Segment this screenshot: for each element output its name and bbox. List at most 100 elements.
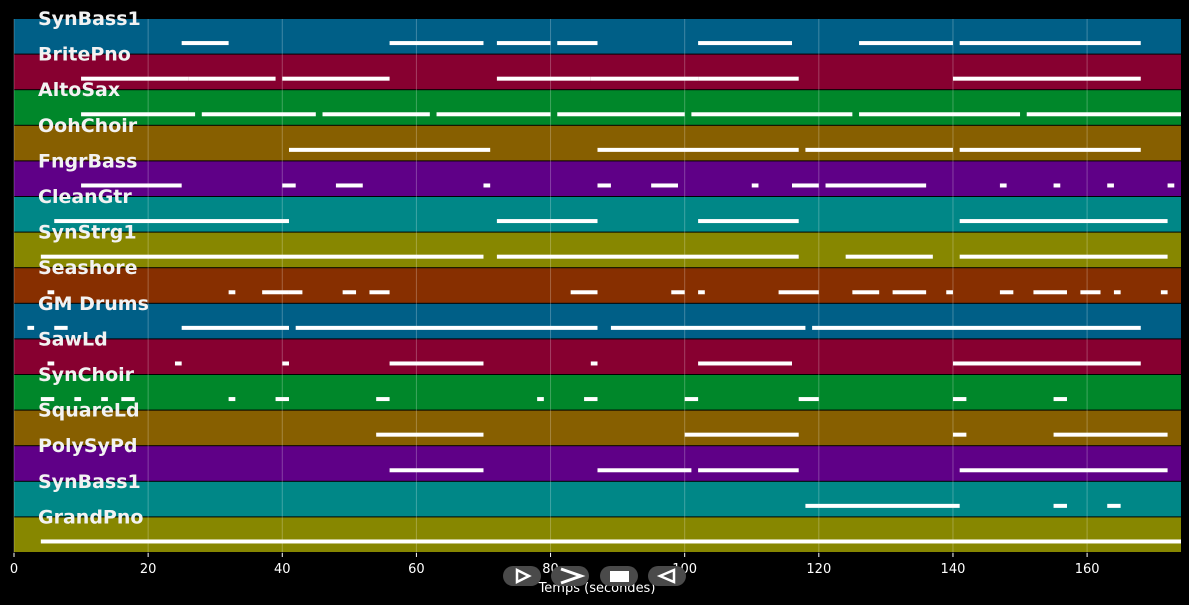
rewind-button[interactable] xyxy=(648,566,686,586)
note-segment xyxy=(1080,290,1101,295)
note-segment xyxy=(805,147,953,152)
note-segment xyxy=(47,361,55,366)
note-segment xyxy=(1053,397,1067,402)
note-segment xyxy=(1160,290,1168,295)
note-segment xyxy=(228,290,236,295)
play-button[interactable] xyxy=(503,566,541,586)
note-segment xyxy=(295,325,598,330)
note-segment xyxy=(40,539,1181,544)
track-label: CleanGtr xyxy=(38,186,132,208)
note-segment xyxy=(74,397,82,402)
track-label: SquareLd xyxy=(38,400,140,422)
note-segment xyxy=(651,183,678,188)
track-labels: SynBass1 BritePno AltoSax OohChoir FngrBass C… xyxy=(38,8,149,528)
note-segment xyxy=(952,432,967,437)
note-segment xyxy=(1107,503,1121,508)
track-lane xyxy=(14,197,1181,232)
stop-button[interactable] xyxy=(600,566,638,586)
note-segment xyxy=(845,254,933,259)
note-segment xyxy=(584,397,598,402)
note-segment xyxy=(40,397,55,402)
note-segment xyxy=(201,112,316,117)
note-segment xyxy=(671,290,685,295)
note-segment xyxy=(684,397,699,402)
note-segment xyxy=(282,361,289,366)
track-label: SynChoir xyxy=(38,364,135,386)
play-icon xyxy=(515,567,532,585)
x-tick-label: 140 xyxy=(941,562,966,577)
track-label: SynStrg1 xyxy=(38,222,137,244)
track-lane xyxy=(14,375,1181,410)
note-segment xyxy=(698,41,792,46)
fast-forward-button[interactable] xyxy=(551,566,589,586)
note-segment xyxy=(852,290,880,295)
note-segment xyxy=(181,41,229,46)
note-segment xyxy=(376,432,484,437)
note-segment xyxy=(778,290,819,295)
note-segment xyxy=(389,468,484,473)
note-segment xyxy=(40,254,484,259)
note-segment xyxy=(282,76,390,81)
track-label: SynBass1 xyxy=(38,471,141,493)
fast-forward-icon xyxy=(560,567,586,585)
note-segment xyxy=(54,325,68,330)
note-segment xyxy=(610,325,806,330)
track-label: FngrBass xyxy=(38,150,137,172)
note-segment xyxy=(959,219,1168,224)
note-segment xyxy=(188,76,276,81)
note-segment xyxy=(181,325,289,330)
note-segment xyxy=(322,112,430,117)
note-blocks xyxy=(27,41,1181,544)
note-segment xyxy=(1107,183,1114,188)
track-label: Seashore xyxy=(38,257,138,279)
note-segment xyxy=(691,112,853,117)
track-label: BritePno xyxy=(38,44,131,66)
note-segment xyxy=(275,397,289,402)
note-segment xyxy=(389,41,484,46)
note-segment xyxy=(557,112,685,117)
note-segment xyxy=(792,183,819,188)
track-label: OohChoir xyxy=(38,115,138,137)
note-segment xyxy=(496,41,551,46)
note-segment xyxy=(999,290,1014,295)
note-segment xyxy=(959,41,1141,46)
x-tick-label: 120 xyxy=(806,562,831,577)
note-segment xyxy=(597,183,611,188)
x-tick-label: 160 xyxy=(1075,562,1100,577)
note-segment xyxy=(342,290,357,295)
note-segment xyxy=(376,397,390,402)
track-lane xyxy=(14,19,1181,54)
track-lane xyxy=(14,161,1181,196)
note-segment xyxy=(54,219,289,224)
track-lane xyxy=(14,125,1181,161)
note-segment xyxy=(101,397,108,402)
note-segment xyxy=(81,183,182,188)
note-segment xyxy=(959,147,1141,152)
note-segment xyxy=(859,112,1021,117)
note-segment xyxy=(825,183,927,188)
track-lane xyxy=(14,303,1181,339)
note-segment xyxy=(698,219,799,224)
note-segment xyxy=(597,468,692,473)
note-segment xyxy=(47,290,55,295)
note-segment xyxy=(121,397,135,402)
note-segment xyxy=(999,183,1007,188)
note-segment xyxy=(496,254,799,259)
track-lane xyxy=(14,446,1181,481)
rewind-icon xyxy=(656,568,676,584)
stop-icon xyxy=(610,571,629,582)
note-segment xyxy=(1053,503,1067,508)
note-segment xyxy=(597,147,799,152)
note-segment xyxy=(537,397,544,402)
x-tick-label: 20 xyxy=(140,562,157,577)
note-segment xyxy=(389,361,484,366)
note-segment xyxy=(1033,290,1067,295)
note-segment xyxy=(946,290,953,295)
track-label: AltoSax xyxy=(38,79,120,101)
track-lane xyxy=(14,90,1181,125)
note-segment xyxy=(436,112,551,117)
note-segment xyxy=(952,397,967,402)
note-segment xyxy=(590,76,699,81)
note-segment xyxy=(812,325,1141,330)
note-segment xyxy=(262,290,289,295)
